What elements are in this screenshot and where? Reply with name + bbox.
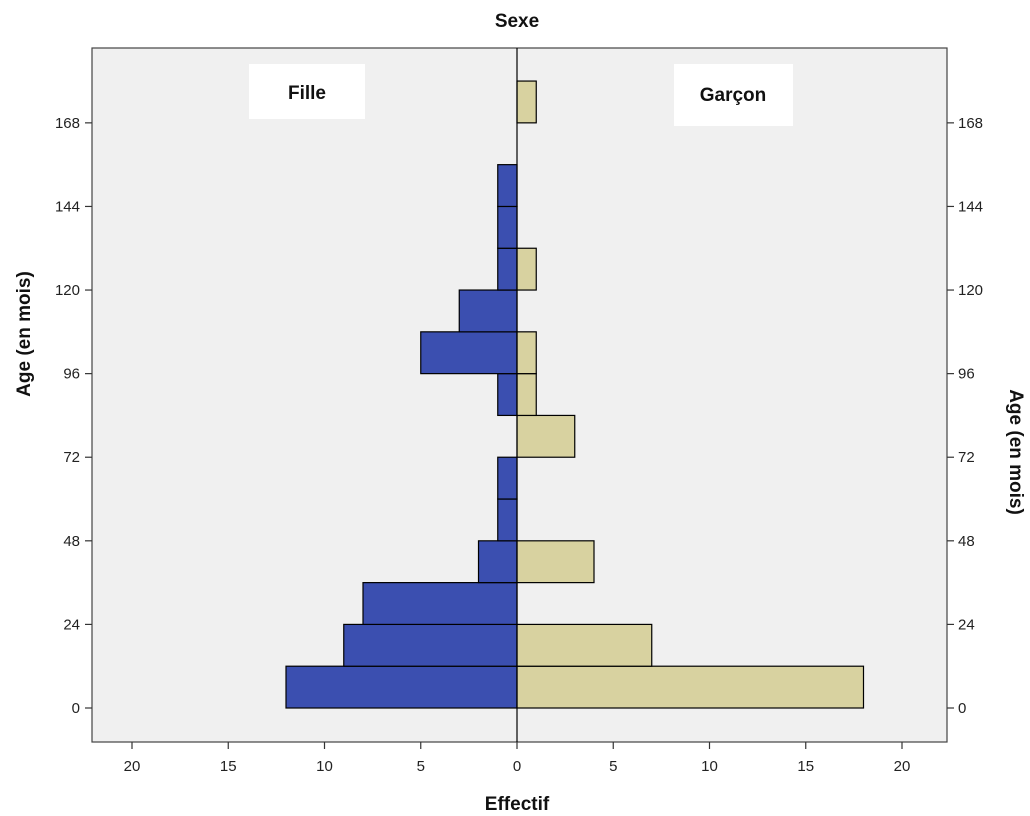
garcon-bar [516, 665, 865, 709]
y-tick-label-left: 48 [63, 533, 80, 550]
y-tick-label-right: 96 [958, 366, 975, 383]
y-axis-title-right: Age (en mois) [1005, 389, 1026, 515]
y-tick-label-left: 144 [55, 198, 80, 215]
garcon-bar [516, 623, 653, 667]
fille-bar [497, 373, 518, 417]
y-tick-label-right: 48 [958, 533, 975, 550]
y-tick-label-left: 0 [72, 700, 80, 717]
x-tick-label-right: 0 [513, 758, 521, 775]
y-tick-label-right: 120 [958, 282, 983, 299]
garcon-label: Garçon [700, 85, 767, 106]
garcon-bar [516, 414, 576, 458]
y-tick-label-left: 72 [63, 449, 80, 466]
fille-bar [343, 623, 518, 667]
y-tick-label-left: 120 [55, 282, 80, 299]
garcon-bar [516, 247, 537, 291]
fille-bar [497, 247, 518, 291]
y-tick-label-right: 144 [958, 198, 983, 215]
fille-bar [497, 498, 518, 542]
x-tick-label-left: 5 [417, 758, 425, 775]
x-tick-label-left: 20 [124, 758, 141, 775]
x-tick-label-right: 10 [701, 758, 718, 775]
fille-bars [285, 164, 518, 709]
fille-bar [285, 665, 518, 709]
fille-bar [497, 164, 518, 208]
chart-title: Sexe [495, 11, 539, 32]
garcon-bar [516, 80, 537, 124]
garcon-label-box [674, 64, 793, 126]
fille-label-box [249, 64, 365, 119]
fille-bar [497, 205, 518, 249]
fille-bar [420, 331, 518, 375]
x-tick-label-right: 15 [797, 758, 814, 775]
x-tick-label-right: 20 [894, 758, 911, 775]
x-tick-label-right: 5 [609, 758, 617, 775]
y-axis-left: 0 24 48 72 96 120 144 168 [55, 115, 92, 717]
garcon-bar [516, 331, 537, 375]
x-tick-label-left: 15 [220, 758, 237, 775]
x-axis: 20 15 10 5 0 5 10 15 20 [124, 742, 911, 775]
garcon-bar [516, 373, 537, 417]
y-tick-label-left: 168 [55, 115, 80, 132]
fille-bar [362, 582, 518, 626]
fille-label: Fille [288, 83, 326, 104]
y-tick-label-left: 24 [63, 616, 80, 633]
fille-bar [458, 289, 518, 333]
garcon-bar [516, 540, 595, 584]
x-axis-title: Effectif [485, 794, 550, 815]
y-tick-label-right: 72 [958, 449, 975, 466]
y-tick-label-right: 168 [958, 115, 983, 132]
y-tick-label-right: 24 [958, 616, 975, 633]
y-tick-label-left: 96 [63, 366, 80, 383]
y-axis-right: 0 24 48 72 96 120 144 168 [947, 115, 983, 717]
y-tick-label-right: 0 [958, 700, 966, 717]
fille-bar [497, 456, 518, 500]
y-axis-title-left: Age (en mois) [14, 271, 35, 397]
fille-bar [477, 540, 518, 584]
x-tick-label-left: 10 [316, 758, 333, 775]
